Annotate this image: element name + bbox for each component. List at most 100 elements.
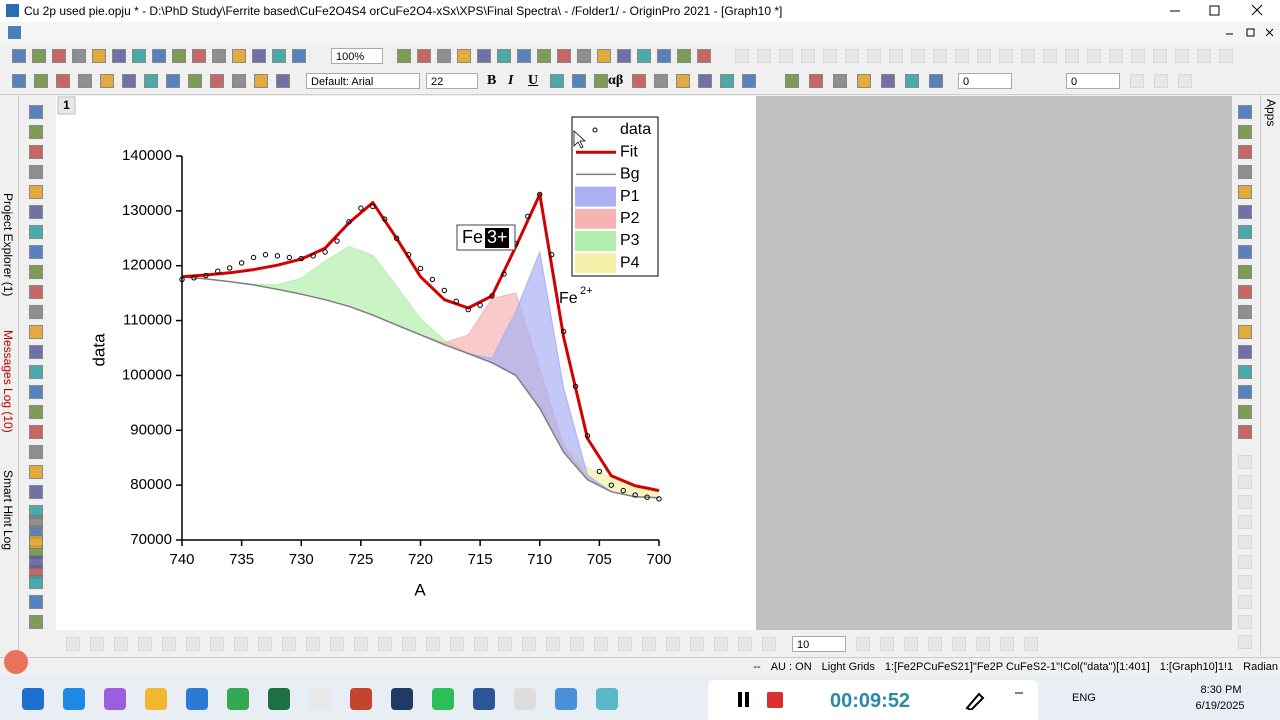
tool-button[interactable] [676,74,690,88]
close[interactable] [1265,28,1274,37]
tool-button[interactable] [845,49,859,63]
tool-button[interactable] [735,49,749,63]
tool-button[interactable] [594,637,608,651]
tool-button[interactable] [720,74,734,88]
tool-button[interactable] [823,49,837,63]
tool-button[interactable] [210,637,224,651]
tool-button[interactable] [29,555,43,569]
tool-button[interactable] [697,49,711,63]
close[interactable] [1251,4,1263,16]
tool-button[interactable] [354,637,368,651]
tool-button[interactable] [114,637,128,651]
tool-button[interactable] [29,615,43,629]
tool-button[interactable] [29,205,43,219]
smart-hint-tab[interactable]: Smart Hint Log [1,470,15,551]
tool-button[interactable] [1065,49,1079,63]
tool-button[interactable] [232,74,246,88]
tool-button[interactable] [32,49,46,63]
tool-button[interactable] [657,49,671,63]
tool-button[interactable] [1238,595,1252,609]
tool-button[interactable] [572,74,586,88]
tool-button[interactable] [52,49,66,63]
tool-button[interactable] [378,637,392,651]
tool-button[interactable] [29,325,43,339]
tool-button[interactable] [517,49,531,63]
tool-button[interactable] [417,49,431,63]
tool-button[interactable] [881,74,895,88]
tool-button[interactable] [426,637,440,651]
tool-button[interactable] [29,105,43,119]
tool-button[interactable] [714,637,728,651]
tool-button[interactable] [642,637,656,651]
tool-button[interactable] [1238,225,1252,239]
tool-button[interactable] [977,49,991,63]
tool-button[interactable] [1238,575,1252,589]
tool-button[interactable] [594,74,608,88]
taskbar-app[interactable] [309,688,331,710]
messages-log-tab[interactable]: Messages Log (10) [1,330,15,433]
tool-button[interactable] [522,637,536,651]
tool-button[interactable] [880,637,894,651]
window-controls[interactable] [1150,0,1280,22]
tool-button[interactable] [779,49,793,63]
pen-icon[interactable] [965,692,985,710]
tool-button[interactable] [677,49,691,63]
tool-button[interactable] [1238,185,1252,199]
tool-button[interactable] [928,637,942,651]
tool-button[interactable] [292,49,306,63]
layer-badge[interactable] [57,96,76,115]
taskbar-app[interactable] [268,688,290,710]
tool-button[interactable] [92,49,106,63]
taskbar-app[interactable] [22,688,44,710]
tool-button[interactable] [272,49,286,63]
tool-button[interactable] [911,49,925,63]
tool-button[interactable] [1175,49,1189,63]
tool-button[interactable] [402,637,416,651]
tool-button[interactable] [1238,265,1252,279]
tool-button[interactable] [12,74,26,88]
tool-button[interactable] [29,285,43,299]
tool-button[interactable] [550,74,564,88]
taskbar-app[interactable] [514,688,536,710]
greek-button[interactable]: αβ [608,73,624,88]
tool-button[interactable] [34,74,48,88]
tool-button[interactable] [905,74,919,88]
tool-button[interactable] [457,49,471,63]
bold-button[interactable]: B [487,73,497,88]
tool-button[interactable] [1238,305,1252,319]
tool-button[interactable] [1153,49,1167,63]
tool-button[interactable] [1238,615,1252,629]
tool-button[interactable] [166,74,180,88]
tool-button[interactable] [29,595,43,609]
tool-button[interactable] [450,637,464,651]
tool-button[interactable] [29,265,43,279]
tool-button[interactable] [1238,495,1252,509]
pattern-field[interactable]: 0 [1066,73,1120,89]
tool-button[interactable] [762,637,776,651]
tool-button[interactable] [785,74,799,88]
tool-button[interactable] [1238,405,1252,419]
tool-button[interactable] [152,49,166,63]
clock-date[interactable]: 6/19/2025 [1195,700,1245,712]
tool-button[interactable] [254,74,268,88]
restore[interactable] [1246,28,1255,37]
tool-button[interactable] [1238,125,1252,139]
taskbar-app[interactable] [391,688,413,710]
tool-button[interactable] [29,245,43,259]
tool-button[interactable] [1238,455,1252,469]
tool-button[interactable] [742,74,756,88]
tool-button[interactable] [477,49,491,63]
tool-button[interactable] [29,125,43,139]
tool-button[interactable] [282,637,296,651]
tool-button[interactable] [999,49,1013,63]
taskbar-app[interactable] [186,688,208,710]
project-explorer-tab[interactable]: Project Explorer (1) [1,193,15,297]
font-size-field[interactable]: 22 [426,73,478,89]
taskbar-app[interactable] [104,688,126,710]
tool-button[interactable] [29,185,43,199]
tool-button[interactable] [100,74,114,88]
recorder-tools[interactable] [963,690,1023,710]
tool-button[interactable] [330,637,344,651]
tool-button[interactable] [122,74,136,88]
tool-button[interactable] [29,405,43,419]
